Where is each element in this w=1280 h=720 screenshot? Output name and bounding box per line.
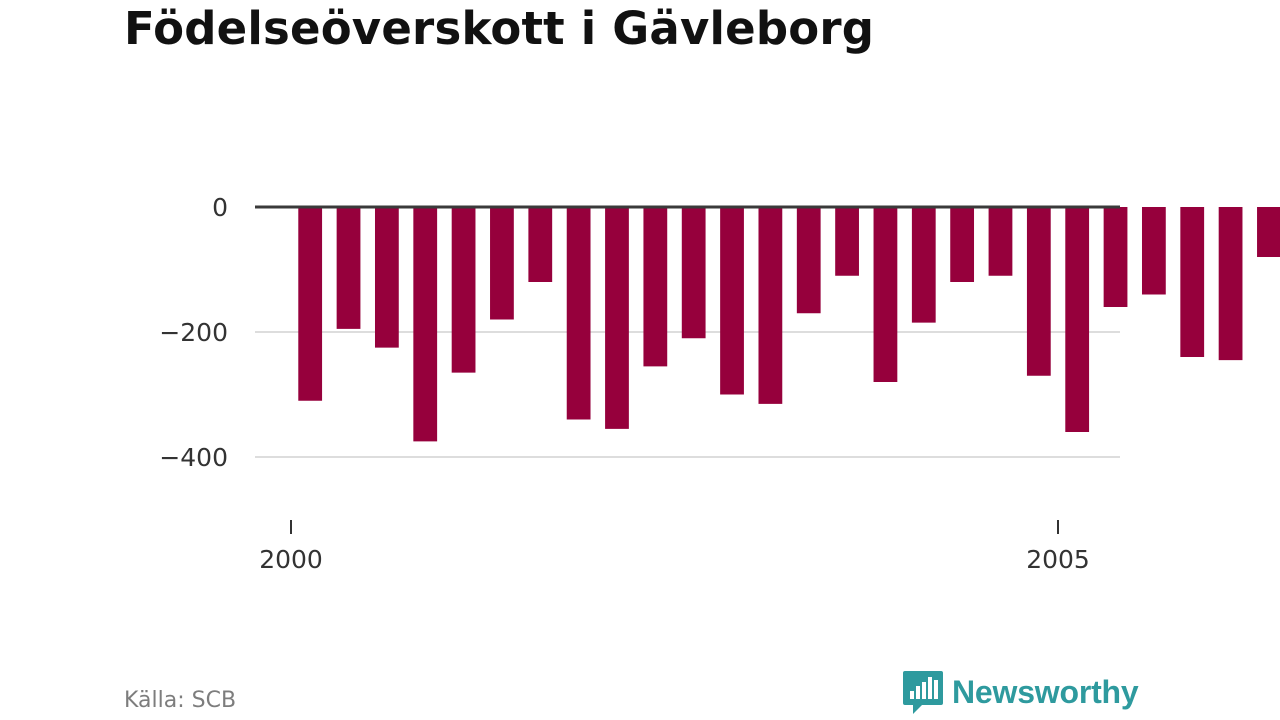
newsworthy-logo: Newsworthy bbox=[902, 668, 1139, 716]
bar bbox=[835, 207, 859, 276]
bar bbox=[1141, 207, 1166, 295]
x-tick-label: 2000 bbox=[259, 545, 323, 574]
y-axis-labels: 0 −200 −400 bbox=[159, 193, 228, 472]
gridlines bbox=[255, 331, 1120, 458]
bar bbox=[681, 207, 706, 339]
y-tick-label: −400 bbox=[159, 443, 228, 472]
bar bbox=[1218, 207, 1243, 361]
x-tick-label: 2005 bbox=[1026, 545, 1090, 574]
bar bbox=[1065, 207, 1090, 432]
y-tick-label: 0 bbox=[212, 193, 228, 222]
x-axis: 200020052010201520202025 bbox=[259, 520, 1090, 574]
newsworthy-icon bbox=[903, 671, 943, 714]
chart-title: Födelseöverskott i Gävleborg bbox=[124, 2, 875, 55]
bar bbox=[566, 207, 591, 420]
bar bbox=[720, 207, 744, 395]
bar bbox=[605, 207, 629, 429]
source-credit: Källa: SCB bbox=[124, 688, 237, 713]
bar bbox=[643, 207, 668, 367]
bar bbox=[873, 207, 898, 382]
bar bbox=[451, 207, 476, 373]
bar bbox=[490, 207, 514, 320]
brand-name: Newsworthy bbox=[952, 673, 1139, 710]
bar bbox=[374, 207, 399, 348]
bar bbox=[336, 207, 361, 329]
bar bbox=[758, 207, 783, 404]
bar bbox=[528, 207, 553, 282]
bar bbox=[911, 207, 936, 323]
bar bbox=[796, 207, 821, 314]
bar bbox=[413, 207, 438, 442]
bar bbox=[988, 207, 1013, 276]
bar-series bbox=[298, 207, 1280, 442]
bar bbox=[950, 207, 975, 282]
bar bbox=[298, 207, 323, 401]
bar bbox=[1103, 207, 1128, 307]
y-tick-label: −200 bbox=[159, 318, 228, 347]
bar bbox=[1180, 207, 1205, 357]
bar bbox=[1026, 207, 1051, 376]
bar bbox=[1257, 207, 1280, 257]
